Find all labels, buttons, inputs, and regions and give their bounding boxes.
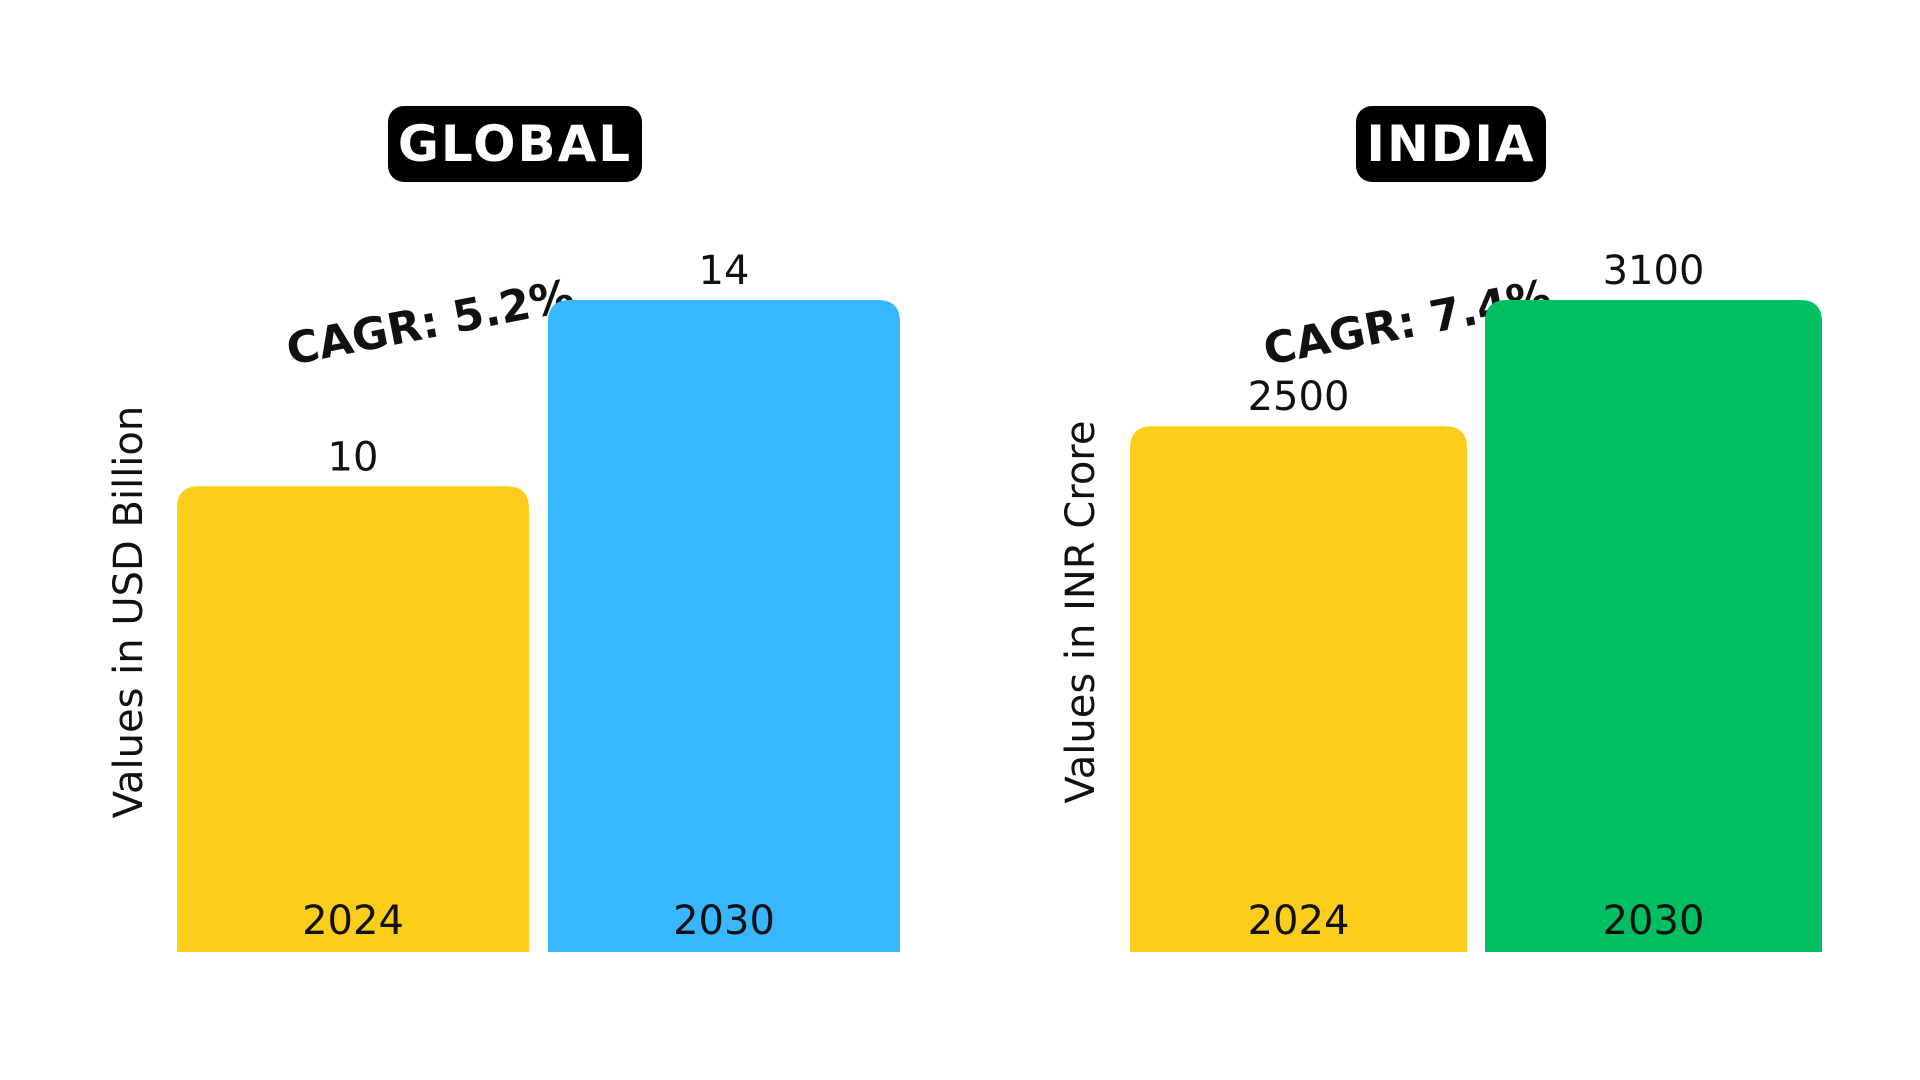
y-axis-label-global: Values in USD Billion <box>106 406 152 818</box>
data-label-global-2030: 14 <box>699 248 750 294</box>
data-label-global-2024: 10 <box>328 434 379 480</box>
bar-global-2024 <box>177 486 529 952</box>
bar-global-2030 <box>548 300 900 952</box>
chart-global: GLOBAL Values in USD Billion CAGR: 5.2% … <box>106 106 900 952</box>
bars-global: 10 2024 14 2030 <box>177 248 900 952</box>
chart-title-india: INDIA <box>1366 115 1535 173</box>
title-badge-global <box>388 106 642 182</box>
data-label-india-2024: 2500 <box>1248 374 1350 420</box>
data-label-india-2030: 3100 <box>1603 248 1705 294</box>
title-badge-india <box>1356 106 1546 182</box>
chart-title-global: GLOBAL <box>398 115 632 173</box>
bar-india-2024 <box>1130 426 1467 952</box>
y-axis-label-india: Values in INR Crore <box>1058 421 1104 804</box>
category-label-global-2030: 2030 <box>673 898 775 944</box>
cagr-annotation-global: CAGR: 5.2% <box>282 270 578 376</box>
category-label-india-2030: 2030 <box>1603 898 1705 944</box>
bars-india: 2500 2024 3100 2030 <box>1130 248 1822 952</box>
category-label-india-2024: 2024 <box>1248 898 1350 944</box>
category-label-global-2024: 2024 <box>302 898 404 944</box>
bar-india-2030 <box>1485 300 1822 952</box>
chart-india: INDIA Values in INR Crore CAGR: 7.4% 250… <box>1058 106 1822 952</box>
